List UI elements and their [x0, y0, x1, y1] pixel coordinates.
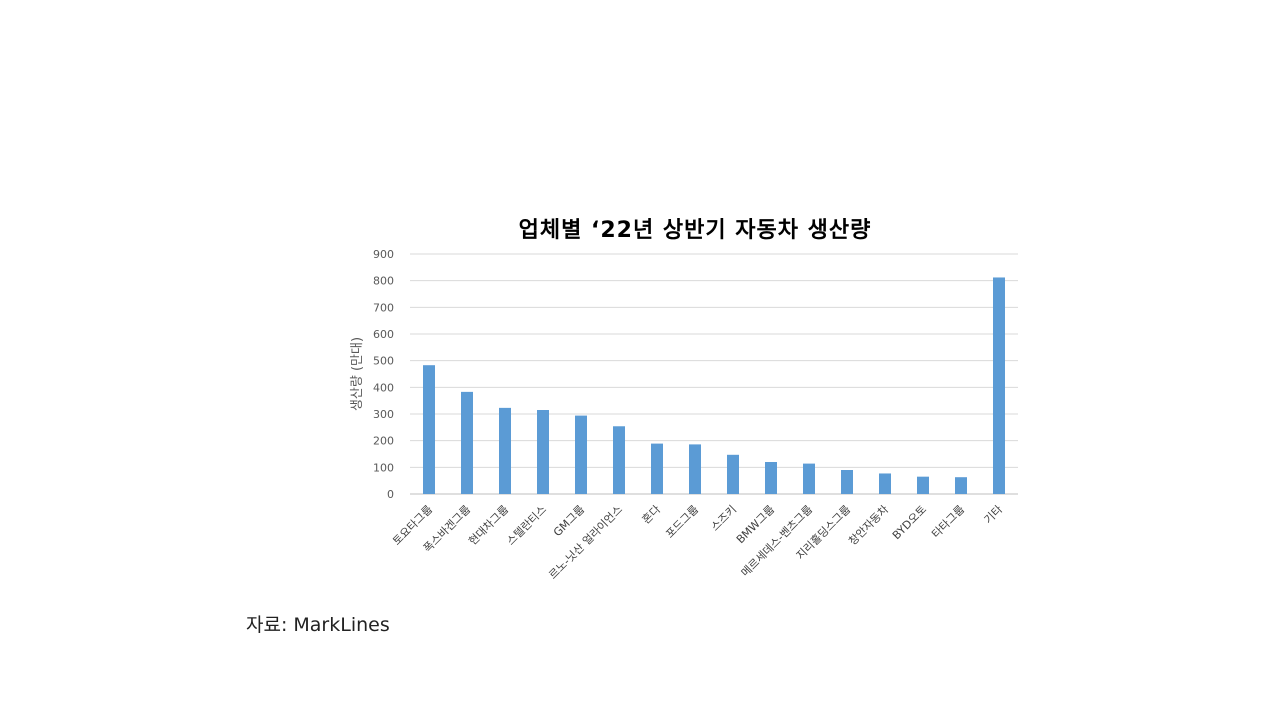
y-axis-label: 생산량 (만대) [350, 337, 365, 411]
x-tick-label: 스즈키 [708, 503, 739, 534]
bar [727, 454, 739, 494]
bar [461, 391, 473, 494]
y-tick-label: 800 [373, 275, 394, 288]
gridlines [410, 253, 1018, 495]
bar [613, 426, 625, 494]
bar [993, 277, 1005, 494]
chart-title: 업체별 ‘22년 상반기 자동차 생산량 [518, 218, 872, 243]
bar [841, 470, 853, 494]
x-tick-label: 타타그룹 [929, 503, 967, 541]
x-tick-label: 창안자동차 [846, 503, 891, 548]
x-tick-label: BYD오토 [890, 503, 929, 542]
bar [651, 443, 663, 494]
x-tick-label: 스텔란티스 [504, 503, 549, 548]
bars [423, 277, 1005, 494]
bar [689, 444, 701, 494]
bar [499, 407, 511, 494]
bar [575, 415, 587, 494]
bar [537, 410, 549, 494]
bar [955, 477, 967, 494]
x-tick-label: 혼다 [640, 503, 664, 527]
x-tick-label: 현대차그룹 [466, 503, 511, 548]
y-tick-label: 700 [373, 301, 394, 314]
x-tick-label: GM그룹 [551, 503, 587, 539]
y-tick-label: 0 [387, 488, 394, 501]
bar [879, 473, 891, 494]
bar [765, 462, 777, 494]
y-tick-label: 100 [373, 461, 394, 474]
y-tick-label: 900 [373, 248, 394, 261]
y-tick-labels: 0 100 200 300 400 500 600 700 800 900 [373, 248, 394, 501]
x-tick-label: 르노-닛산 얼라이언스 [546, 502, 626, 582]
y-tick-label: 600 [373, 328, 394, 341]
source-note: 자료: MarkLines [246, 614, 390, 636]
y-tick-label: 400 [373, 381, 394, 394]
bar [803, 463, 815, 494]
bar [917, 476, 929, 494]
x-tick-label: 기타 [982, 503, 1006, 527]
y-tick-label: 500 [373, 355, 394, 368]
x-tick-label: 포드그룹 [663, 503, 701, 541]
bar [423, 365, 435, 494]
y-tick-label: 200 [373, 435, 394, 448]
x-tick-label: 메르세데스-벤츠그룹 [739, 503, 815, 579]
y-tick-label: 300 [373, 408, 394, 421]
